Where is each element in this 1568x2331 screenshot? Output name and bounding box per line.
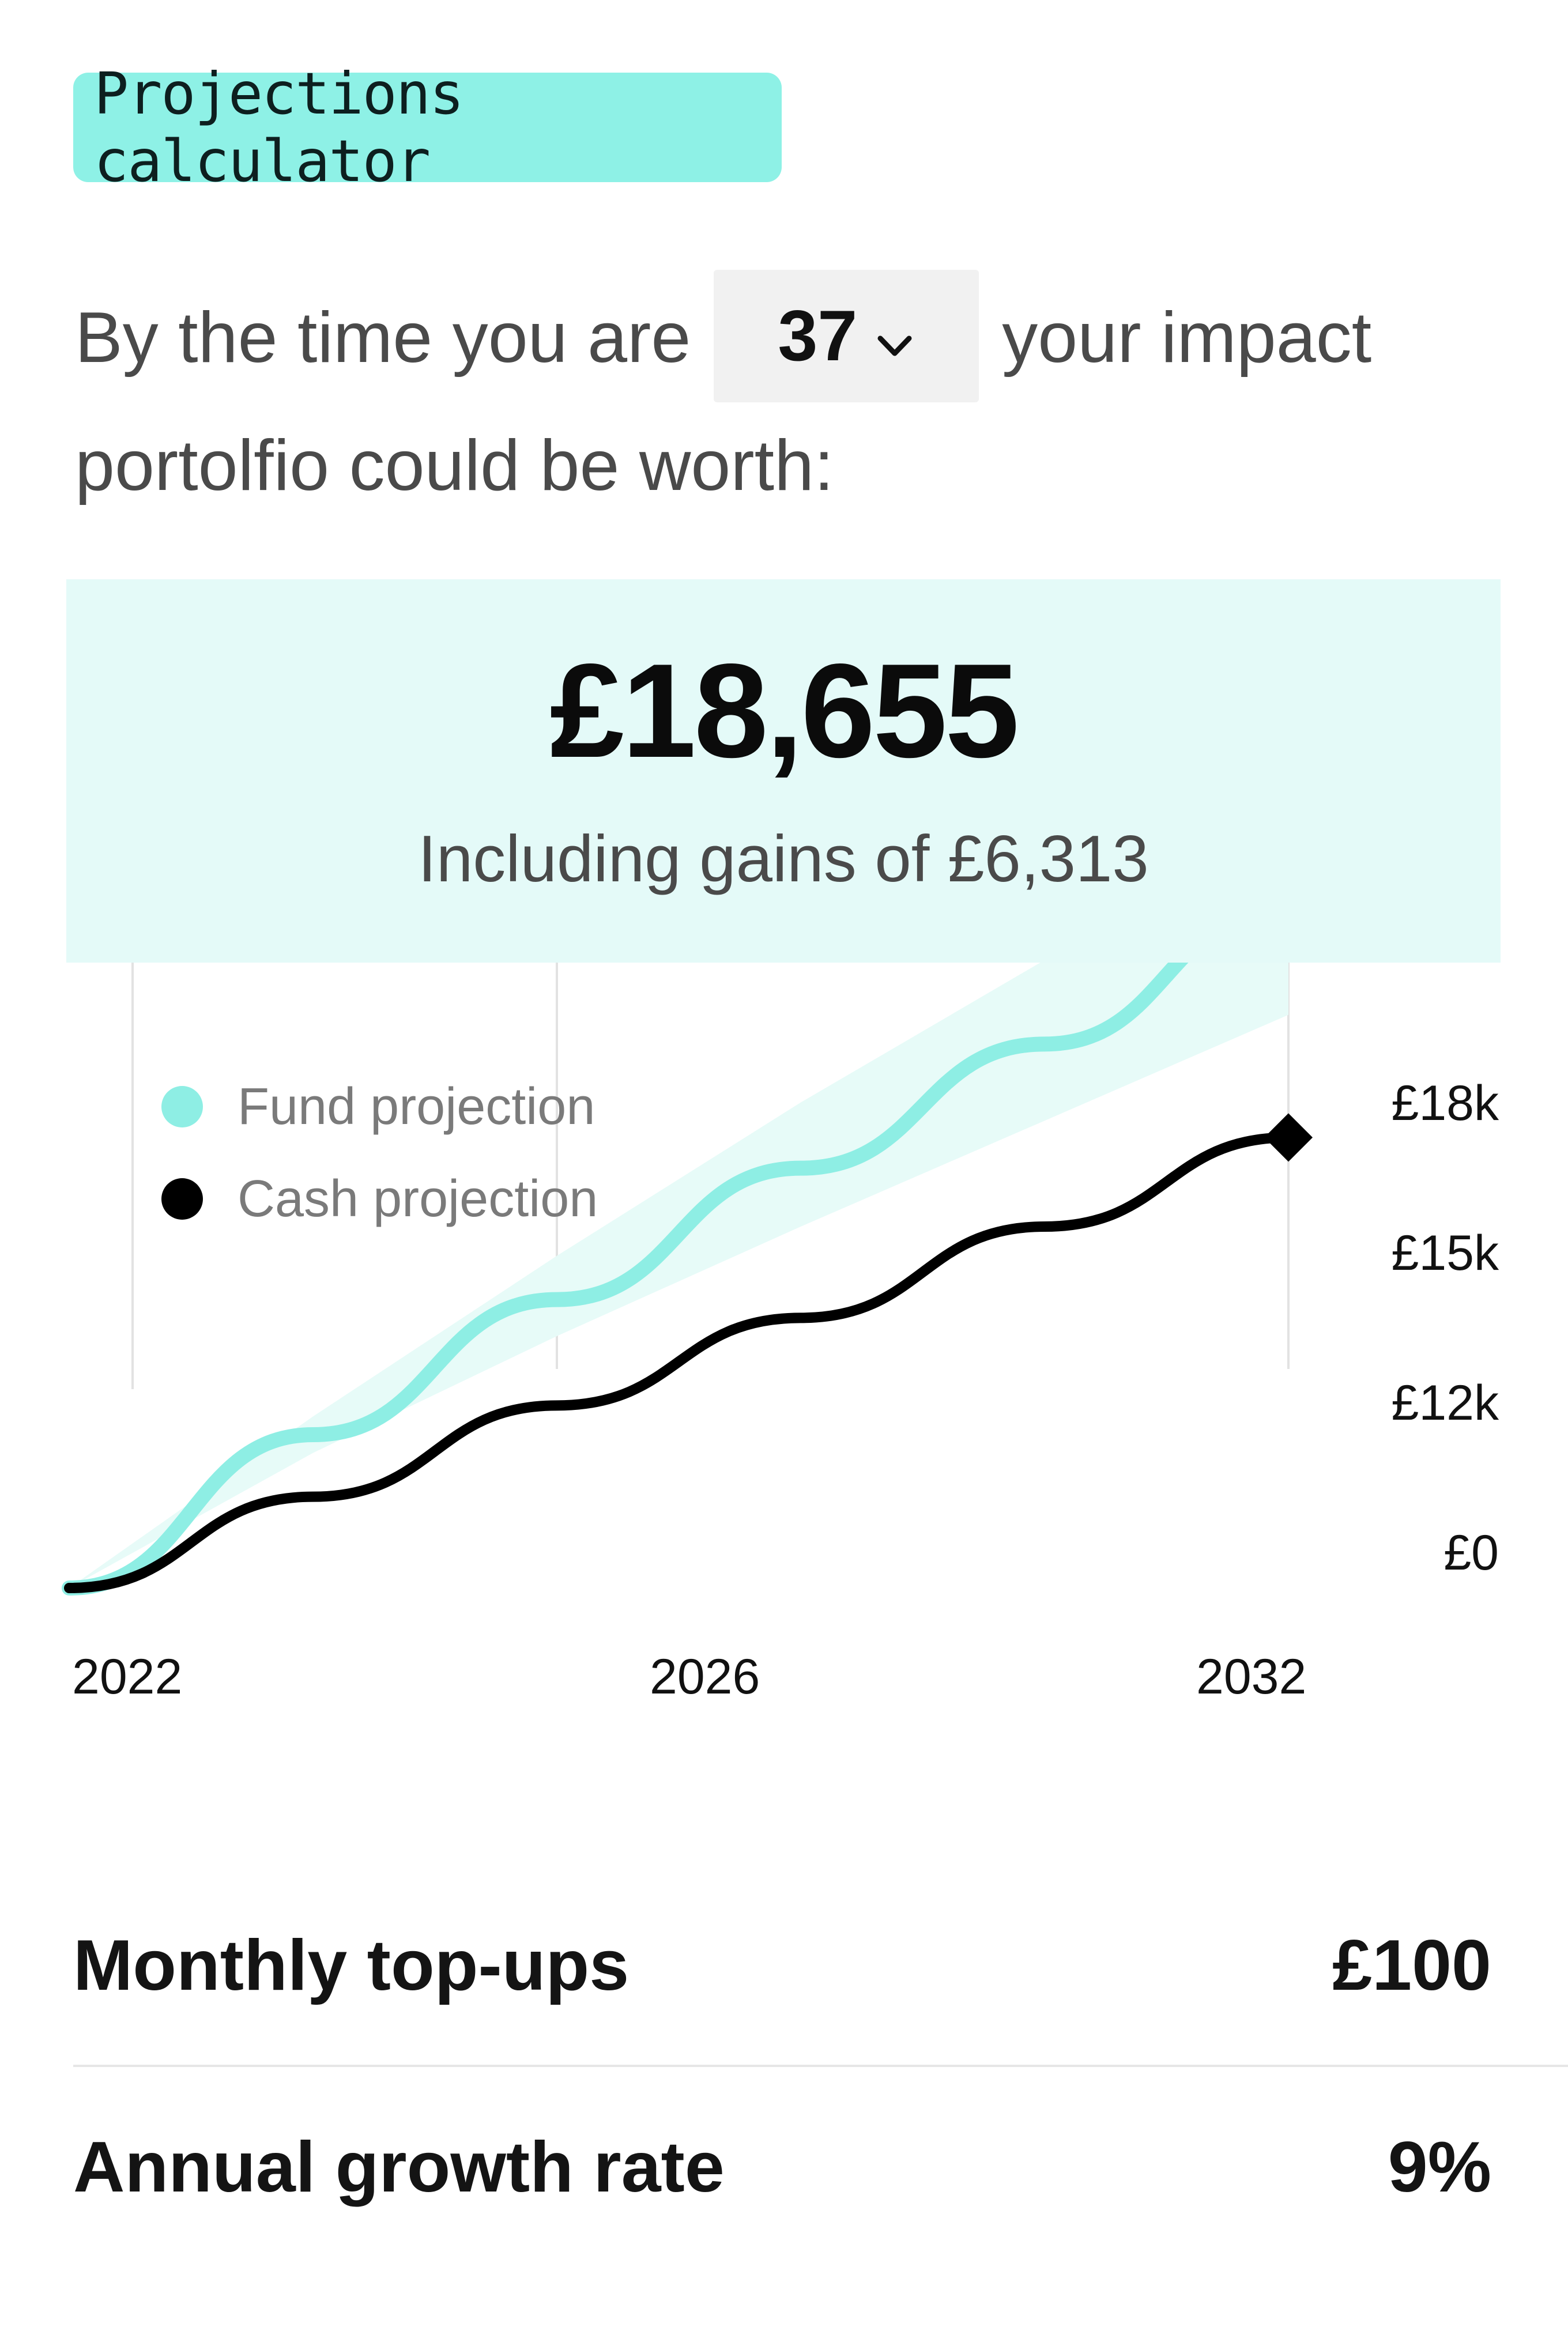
projections-calculator-badge: Projections calculator bbox=[73, 60, 782, 195]
y-tick-label: £0 bbox=[1443, 1525, 1499, 1581]
legend-label-cash: Cash projection bbox=[238, 1170, 598, 1228]
intro-text-after: your impact portolfio could be worth: bbox=[75, 297, 1372, 506]
chart-legend: Fund projection Cash projection bbox=[161, 1061, 598, 1245]
y-tick-label: £15k bbox=[1391, 1225, 1499, 1281]
fund-projection-line bbox=[62, 963, 1189, 1596]
y-tick-label: £12k bbox=[1391, 1375, 1499, 1431]
age-dropdown[interactable]: 37 bbox=[714, 270, 979, 402]
x-tick-label: 2032 bbox=[1196, 1649, 1307, 1704]
legend-item-cash: Cash projection bbox=[161, 1153, 598, 1245]
annual-growth-rate-row[interactable]: Annual growth rate 9% bbox=[73, 2092, 1491, 2242]
x-tick-label: 2026 bbox=[650, 1649, 760, 1704]
cash-end-marker bbox=[1264, 1113, 1313, 1162]
x-tick-label: 2022 bbox=[72, 1649, 183, 1704]
settings-divider bbox=[73, 2065, 1568, 2067]
badge-label: Projections calculator bbox=[94, 60, 464, 195]
fund-legend-dot bbox=[161, 1086, 203, 1127]
chart-canvas bbox=[62, 963, 1313, 1596]
chevron-down-icon bbox=[875, 280, 915, 393]
intro-text-before: By the time you are bbox=[75, 297, 691, 378]
annual-growth-rate-label: Annual growth rate bbox=[73, 2128, 725, 2207]
legend-label-fund: Fund projection bbox=[238, 1077, 595, 1136]
legend-item-fund: Fund projection bbox=[161, 1061, 598, 1153]
cash-projection-line bbox=[64, 1132, 1294, 1593]
monthly-top-ups-value[interactable]: £100 bbox=[1332, 1926, 1491, 2005]
projected-value-card: £18,655 Including gains of £6,313 bbox=[66, 579, 1501, 963]
cash-legend-dot bbox=[161, 1178, 203, 1220]
projected-value: £18,655 bbox=[549, 636, 1020, 786]
annual-growth-rate-value[interactable]: 9% bbox=[1388, 2128, 1491, 2207]
fund-projection-range-band bbox=[69, 963, 1288, 1588]
monthly-top-ups-label: Monthly top-ups bbox=[73, 1926, 630, 2005]
projection-chart: Fund projection Cash projection £18k £15… bbox=[0, 963, 1568, 1735]
y-tick-label: £18k bbox=[1391, 1076, 1499, 1131]
age-value: 37 bbox=[778, 296, 858, 376]
monthly-top-ups-row[interactable]: Monthly top-ups £100 bbox=[73, 1891, 1491, 2040]
gains-text: Including gains of £6,313 bbox=[418, 823, 1149, 896]
intro-sentence: By the time you are 37 your impact portolf… bbox=[75, 270, 1516, 522]
